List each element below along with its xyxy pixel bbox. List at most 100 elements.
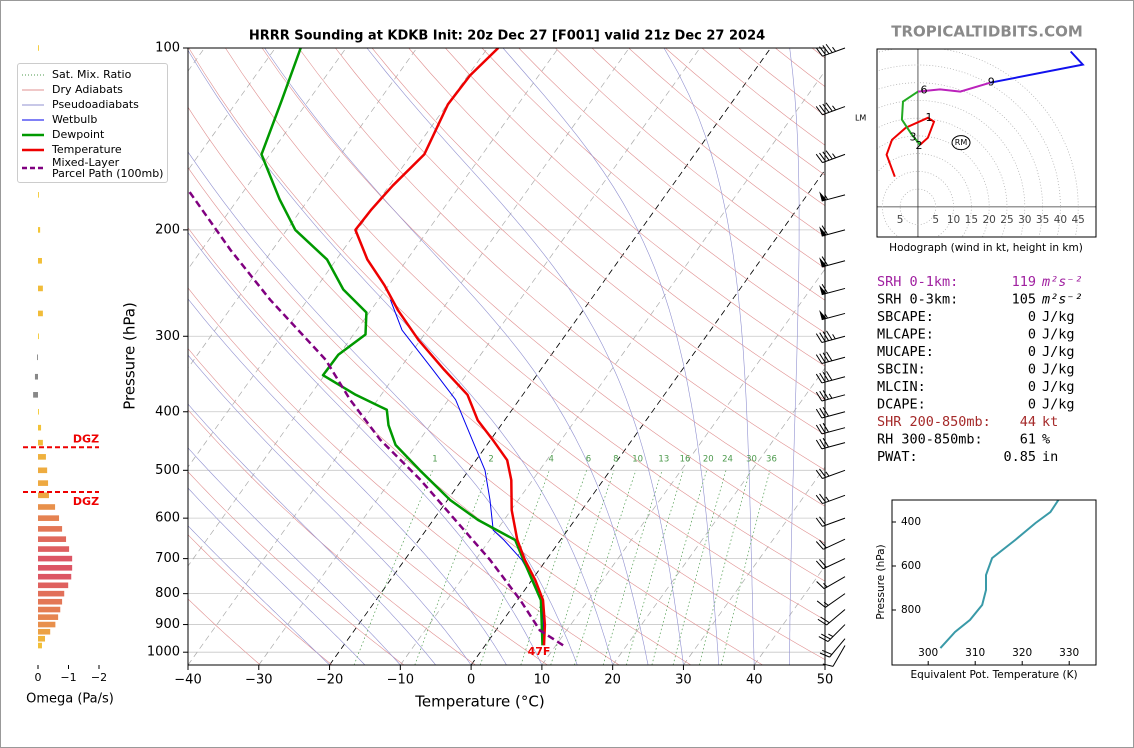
omega-bar bbox=[38, 614, 59, 620]
param-unit: % bbox=[1042, 432, 1050, 448]
pseudoadiabat bbox=[188, 447, 401, 665]
x-tick-label: −40 bbox=[174, 673, 201, 688]
dry-adiabat bbox=[261, 48, 825, 544]
legend-label: Dewpoint bbox=[52, 128, 105, 141]
param-value: 61 bbox=[1020, 432, 1036, 448]
profile-line bbox=[188, 189, 564, 647]
pseudoadiabat bbox=[789, 48, 800, 665]
barb-feather bbox=[822, 151, 830, 161]
thetae-x-tick-label: 320 bbox=[1012, 647, 1032, 659]
x-tick-label: −10 bbox=[387, 673, 414, 688]
barb-half bbox=[823, 583, 828, 588]
wind-barb bbox=[815, 102, 846, 116]
barb-half bbox=[832, 334, 836, 340]
dgz-label: DGZ bbox=[73, 432, 99, 445]
barb-staff bbox=[821, 427, 846, 435]
wind-barb bbox=[819, 225, 846, 237]
wind-barb bbox=[819, 638, 846, 658]
legend-swatch bbox=[22, 74, 44, 75]
barb-staff bbox=[822, 517, 846, 527]
param-value: 0 bbox=[1028, 327, 1036, 343]
x-tick-label: 30 bbox=[675, 673, 692, 688]
hodo-frame bbox=[876, 48, 1097, 238]
hodo-tick-label: 35 bbox=[1036, 214, 1049, 226]
hodo-tick-label: 25 bbox=[1000, 214, 1013, 226]
legend-label: Wetbulb bbox=[52, 113, 98, 126]
mixing-ratio-label: 16 bbox=[680, 455, 691, 465]
hodo-trace bbox=[900, 90, 921, 146]
isotherm bbox=[188, 48, 418, 369]
barb-feather bbox=[819, 332, 826, 342]
wind-barb bbox=[815, 516, 846, 527]
barb-staff bbox=[821, 442, 846, 450]
barb-flag bbox=[819, 285, 827, 295]
omega-bar bbox=[38, 45, 39, 51]
wind-barb bbox=[815, 468, 846, 479]
param-value: 0.85 bbox=[1003, 449, 1036, 465]
hodo-tick-label: 45 bbox=[1072, 214, 1085, 226]
hodo-tick-label: 40 bbox=[1054, 214, 1067, 226]
wind-barb bbox=[815, 351, 846, 364]
wind-barb bbox=[815, 371, 846, 384]
mixing-ratio-label: 2 bbox=[488, 455, 493, 465]
omega-bar bbox=[38, 642, 42, 649]
param-unit: m²s⁻² bbox=[1041, 292, 1083, 308]
wind-barb bbox=[815, 493, 846, 505]
thetae-x-label: Equivalent Pot. Temperature (K) bbox=[910, 669, 1077, 681]
mixing-ratio-line bbox=[721, 470, 771, 665]
param-label: SRH 0-3km: bbox=[877, 292, 958, 308]
barb-staff bbox=[827, 624, 846, 642]
barb-staff bbox=[821, 260, 846, 268]
x-axis-label: Temperature (°C) bbox=[414, 693, 544, 711]
x-tick-label: 0 bbox=[467, 673, 475, 688]
barb-feather bbox=[819, 390, 826, 401]
dry-adiabat bbox=[335, 48, 825, 471]
wind-barb bbox=[815, 538, 846, 550]
thetae-y-tick-label: 800 bbox=[901, 604, 921, 616]
legend-label: Mixed-Layer Parcel Path (100mb) bbox=[52, 156, 164, 180]
legend-swatch bbox=[22, 148, 44, 151]
hodo-tick-label: 5 bbox=[932, 214, 939, 226]
barb-feather bbox=[825, 43, 833, 53]
y-tick-label: 1000 bbox=[147, 645, 180, 660]
wind-barb bbox=[815, 330, 846, 343]
barb-feather bbox=[821, 633, 831, 640]
omega-bar bbox=[38, 536, 67, 542]
barb-staff bbox=[821, 356, 846, 364]
param-unit: J/kg bbox=[1042, 344, 1075, 360]
param-label: SRH 0-1km: bbox=[877, 274, 958, 290]
barb-feather bbox=[815, 439, 823, 450]
omega-bar bbox=[38, 573, 72, 580]
param-value: 44 bbox=[1020, 414, 1036, 430]
param-value: 0 bbox=[1028, 344, 1036, 360]
param-unit: J/kg bbox=[1042, 309, 1075, 325]
thetae-y-label: Pressure (hPa) bbox=[875, 544, 887, 619]
barb-feather bbox=[815, 391, 823, 402]
barb-feather bbox=[821, 256, 829, 266]
barb-feather bbox=[825, 102, 833, 112]
y-tick-label: 300 bbox=[155, 329, 180, 344]
barb-half bbox=[825, 471, 830, 477]
param-unit: J/kg bbox=[1042, 379, 1075, 395]
omega-bar bbox=[38, 467, 48, 474]
mixing-ratio-label: 1 bbox=[432, 455, 437, 465]
legend-entry: Pseudoadiabats bbox=[20, 97, 165, 112]
hodo-trace bbox=[885, 116, 936, 178]
pseudoadiabat bbox=[188, 232, 543, 665]
barb-staff bbox=[823, 576, 846, 590]
y-tick-label: 400 bbox=[155, 404, 180, 419]
barb-staff bbox=[821, 229, 846, 237]
param-unit: kt bbox=[1042, 414, 1058, 430]
legend-swatch bbox=[22, 166, 44, 170]
dry-adiabat bbox=[188, 166, 763, 665]
barb-staff bbox=[821, 376, 846, 384]
mixing-ratio-label: 36 bbox=[766, 455, 777, 465]
barb-feather bbox=[822, 437, 830, 448]
barb-feather bbox=[821, 283, 829, 294]
barb-half bbox=[832, 105, 837, 111]
y-tick-label: 200 bbox=[155, 222, 180, 237]
barb-staff bbox=[826, 609, 846, 626]
pseudoadiabat bbox=[663, 48, 755, 665]
omega-bar bbox=[38, 555, 73, 562]
wind-barb bbox=[816, 593, 846, 608]
